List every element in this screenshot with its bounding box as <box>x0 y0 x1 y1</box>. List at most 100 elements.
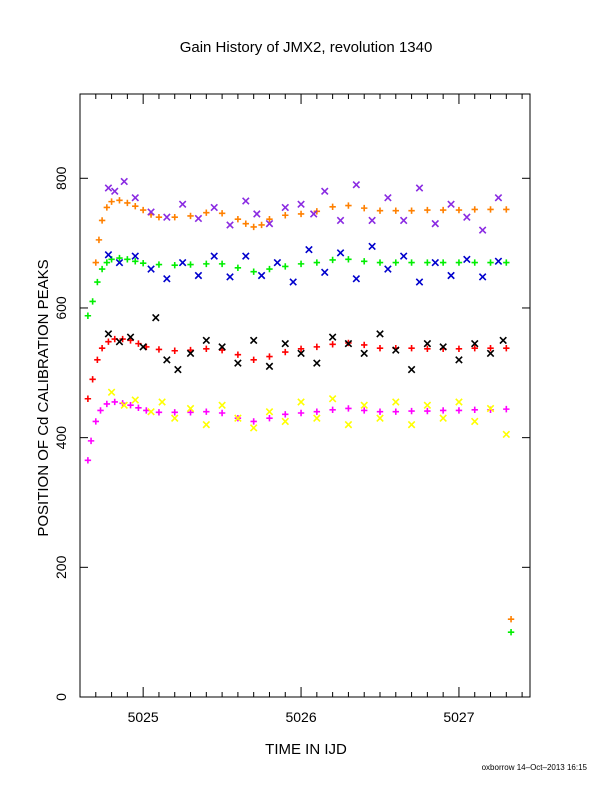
data-point <box>368 216 376 225</box>
data-point <box>297 398 305 406</box>
data-point <box>242 197 250 205</box>
data-point <box>234 351 242 358</box>
data-point <box>98 344 106 352</box>
data-point <box>127 402 134 409</box>
data-point <box>281 417 290 426</box>
data-point <box>494 193 503 202</box>
data-point <box>104 251 113 259</box>
data-point <box>124 199 131 207</box>
data-point <box>281 203 290 212</box>
data-point <box>116 197 123 204</box>
data-point <box>131 193 140 202</box>
data-point <box>328 394 337 403</box>
data-point <box>455 206 463 214</box>
data-point <box>94 278 101 286</box>
chart-title: Gain History of JMX2, revolution 1340 <box>180 39 433 56</box>
data-point <box>108 198 115 205</box>
data-point <box>139 260 147 267</box>
data-point <box>361 407 368 414</box>
data-point <box>253 210 261 218</box>
data-point <box>139 206 147 214</box>
data-point <box>503 405 510 413</box>
data-point <box>439 343 447 351</box>
data-point <box>407 420 416 429</box>
data-point <box>281 339 290 348</box>
data-point <box>203 260 210 268</box>
data-point <box>424 259 431 266</box>
data-point <box>289 278 297 286</box>
data-point <box>131 252 140 260</box>
series-3 <box>104 242 503 286</box>
data-point <box>234 215 242 223</box>
data-point <box>155 346 163 353</box>
data-point <box>487 259 494 266</box>
data-point <box>455 345 463 353</box>
data-point <box>392 207 399 214</box>
data-point <box>98 265 106 273</box>
data-point <box>143 407 150 414</box>
data-point <box>487 206 494 213</box>
data-point <box>313 343 321 351</box>
data-point <box>305 245 313 254</box>
series-0 <box>92 197 515 623</box>
data-point <box>266 265 273 273</box>
data-point <box>329 203 336 211</box>
data-point <box>171 409 178 416</box>
data-point <box>147 407 155 416</box>
data-point <box>329 256 336 264</box>
data-point <box>499 336 507 345</box>
data-point <box>186 404 195 413</box>
data-point <box>282 348 289 356</box>
data-point <box>424 407 431 415</box>
data-point <box>297 260 305 268</box>
data-point <box>360 401 368 409</box>
data-point <box>392 259 399 266</box>
data-point <box>132 258 139 265</box>
data-point <box>163 213 171 221</box>
data-point <box>250 356 257 364</box>
data-point <box>218 210 226 217</box>
data-point <box>329 406 336 413</box>
data-point <box>297 349 305 358</box>
data-point <box>408 207 415 214</box>
data-point <box>120 401 128 409</box>
data-point <box>203 209 210 216</box>
y-tick-label: 600 <box>53 296 69 320</box>
y-tick-label: 200 <box>53 555 69 579</box>
data-point <box>174 365 182 374</box>
data-point <box>203 345 210 353</box>
data-point <box>352 181 361 189</box>
data-point <box>352 275 361 283</box>
data-point <box>455 398 463 406</box>
y-tick-label: 0 <box>53 693 69 701</box>
data-point <box>273 258 282 267</box>
y-tick-label: 400 <box>53 426 69 450</box>
data-point <box>178 200 187 208</box>
data-point <box>155 261 163 268</box>
data-point <box>439 414 447 422</box>
data-point <box>203 408 210 415</box>
data-point <box>249 424 258 432</box>
data-point <box>313 414 321 422</box>
footer-credit: oxborrow 14–Oct–2013 16:15 <box>482 763 588 772</box>
data-point <box>171 347 178 354</box>
data-point <box>486 349 495 358</box>
data-point <box>84 312 92 319</box>
x-axis: 5025 5026 5027 <box>79 94 523 725</box>
plot-frame <box>79 93 531 698</box>
data-point <box>415 278 424 286</box>
data-point <box>361 341 368 349</box>
data-point <box>152 313 160 322</box>
x-axis-label: TIME IN IJD <box>265 741 347 758</box>
data-point <box>297 210 305 218</box>
data-point <box>408 407 415 415</box>
data-point <box>84 457 92 464</box>
data-point <box>384 265 392 273</box>
data-point <box>407 365 416 374</box>
data-point <box>266 414 273 422</box>
data-point <box>447 271 455 280</box>
data-point <box>115 258 124 267</box>
data-point <box>155 409 163 416</box>
data-point <box>423 401 432 409</box>
data-point <box>313 259 321 266</box>
